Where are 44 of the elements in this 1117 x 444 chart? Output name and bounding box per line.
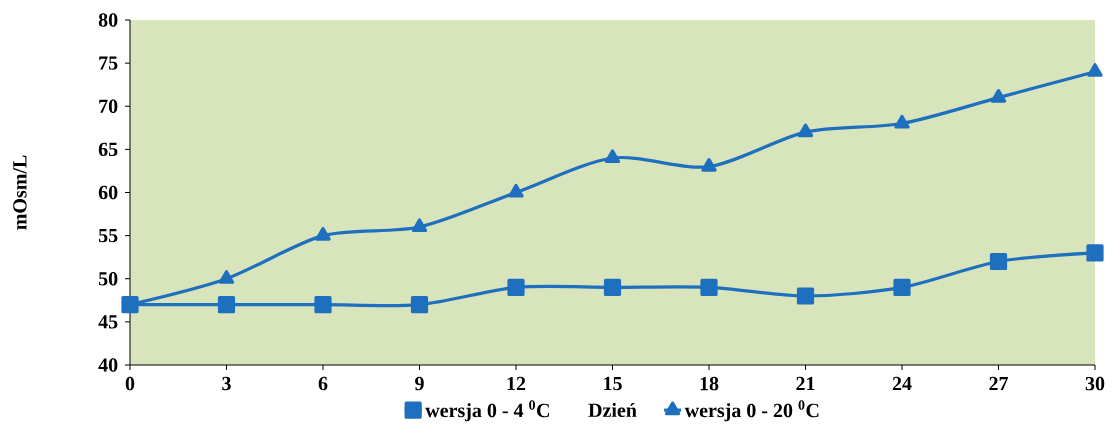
x-tick-label: 24	[892, 376, 912, 391]
x-tick-label: 0	[125, 376, 135, 391]
x-tick-label: 27	[989, 376, 1009, 391]
point	[507, 278, 525, 296]
y-tick-label: 55	[98, 228, 118, 243]
point	[508, 183, 524, 198]
point	[410, 296, 429, 314]
point	[604, 149, 621, 164]
point	[1086, 244, 1104, 262]
point	[603, 278, 622, 296]
point	[893, 278, 911, 296]
x-tick-label: 15	[604, 376, 622, 391]
point	[1087, 63, 1103, 77]
y-tick-label: 40	[98, 358, 118, 372]
point	[701, 158, 717, 172]
x-tick-label: 6	[318, 376, 328, 391]
legend-label: wersja 0 - 20 $^{0}$C	[684, 400, 819, 422]
point	[217, 296, 236, 314]
y-tick-label: 50	[98, 272, 118, 286]
point	[314, 296, 332, 314]
x-tick-label: 12	[507, 376, 526, 391]
point	[315, 227, 331, 241]
point	[989, 252, 1008, 271]
x-tick-label: 30	[1085, 376, 1105, 391]
y-tick-label: 45	[98, 315, 118, 329]
point	[796, 287, 815, 305]
y-tick-label: 80	[98, 13, 118, 27]
x-axis-title: Dzień	[588, 402, 637, 417]
point	[797, 123, 814, 138]
y-tick-label: 70	[99, 99, 118, 114]
point	[990, 89, 1007, 103]
y-tick-label: 65	[98, 142, 118, 157]
point	[700, 278, 718, 296]
point	[894, 114, 910, 129]
y-tick-label: 60	[98, 185, 118, 200]
point	[411, 218, 428, 233]
y-tick-label: 75	[99, 56, 118, 70]
point	[218, 270, 235, 284]
y-axis-title: mOsm/L	[13, 155, 27, 230]
x-tick-label: 3	[222, 376, 231, 391]
legend-label: wersja 0 - 4 $^{0}$C	[425, 400, 549, 422]
x-tick-label: 9	[415, 376, 424, 391]
x-tick-label: 18	[700, 376, 719, 391]
x-tick-label: 21	[796, 376, 815, 391]
